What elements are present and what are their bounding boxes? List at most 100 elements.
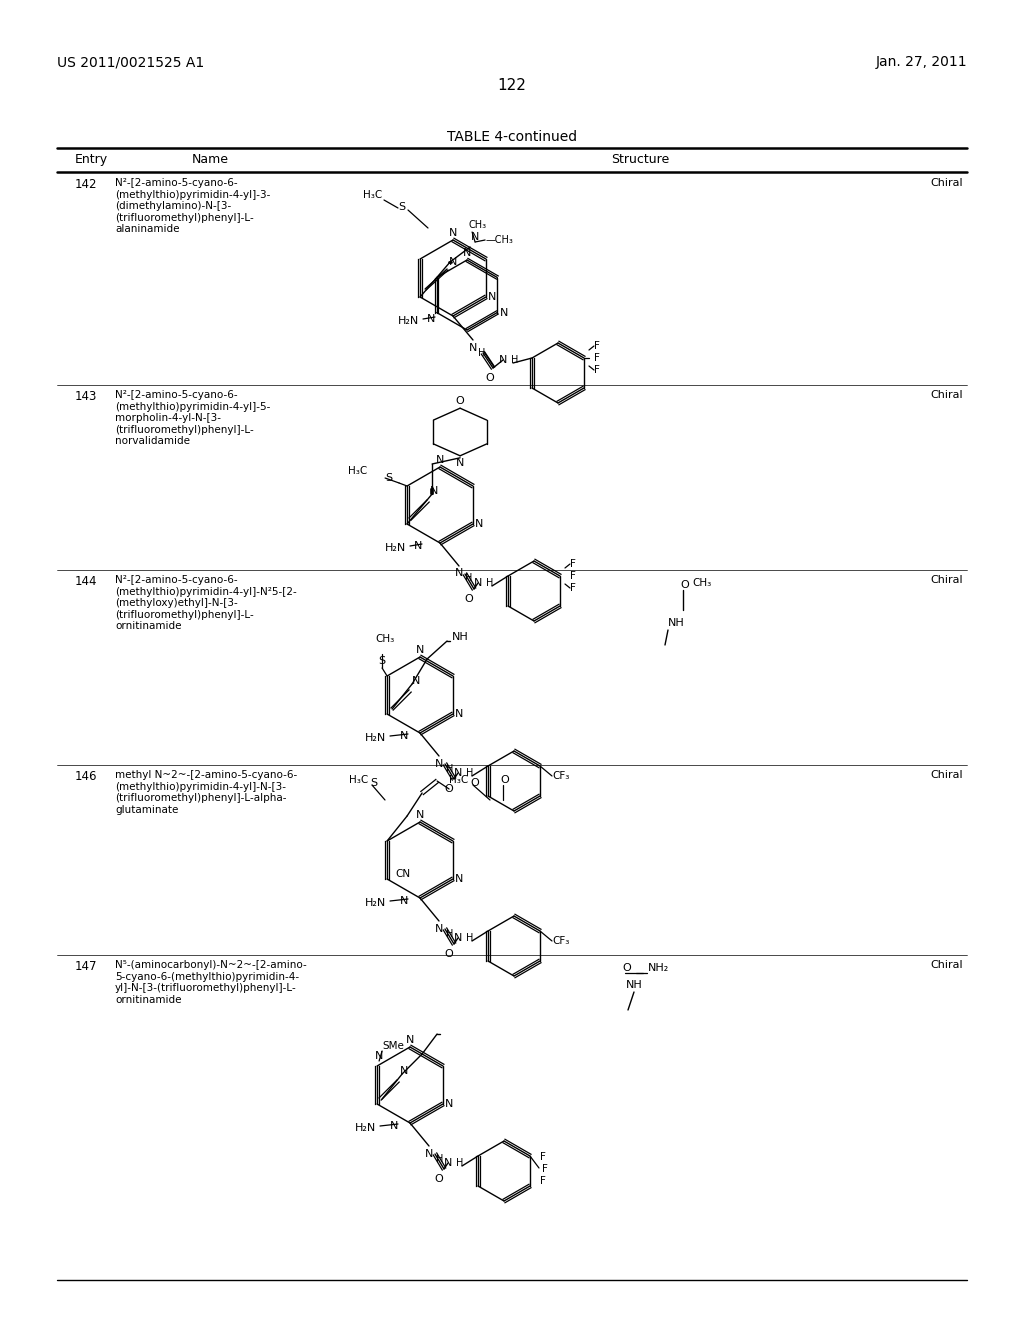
Text: N: N [444,1100,454,1109]
Text: O: O [444,949,454,960]
Text: 144: 144 [75,576,97,587]
Text: Chiral: Chiral [930,178,963,187]
Text: N: N [425,1148,433,1159]
Text: N: N [487,292,497,302]
Text: O: O [500,775,509,785]
Text: N: N [416,810,424,820]
Text: 142: 142 [75,178,97,191]
Text: N: N [455,874,463,884]
Text: F: F [594,352,600,363]
Text: H: H [446,764,454,774]
Text: H₃C: H₃C [349,775,368,785]
Text: N: N [375,1051,383,1061]
Text: —CH₃: —CH₃ [485,235,513,246]
Text: F: F [540,1152,546,1162]
Text: Structure: Structure [611,153,669,166]
Text: S: S [370,777,377,788]
Text: N: N [456,458,464,467]
Text: NH: NH [668,618,685,628]
Text: F: F [570,572,575,581]
Text: H₂N: H₂N [365,733,386,743]
Text: N: N [443,1158,453,1168]
Text: S: S [398,202,406,213]
Text: 147: 147 [75,960,97,973]
Text: 122: 122 [498,78,526,92]
Text: CH₃: CH₃ [376,634,394,644]
Text: N: N [463,248,471,257]
Text: N: N [474,578,482,587]
Text: H: H [511,355,518,366]
Text: F: F [594,366,600,375]
Text: CH₃: CH₃ [468,220,486,230]
Text: H₃C: H₃C [449,775,468,785]
Text: N: N [501,308,509,318]
Text: H: H [456,1158,464,1168]
Text: N: N [475,519,483,529]
Text: N²-[2-amino-5-cyano-6-
(methylthio)pyrimidin-4-yl]-5-
morpholin-4-yl-N-[3-
(trif: N²-[2-amino-5-cyano-6- (methylthio)pyrim… [115,389,270,446]
Text: N⁵-(aminocarbonyl)-N~2~-[2-amino-
5-cyano-6-(methylthio)pyrimidin-4-
yl]-N-[3-(t: N⁵-(aminocarbonyl)-N~2~-[2-amino- 5-cyan… [115,960,307,1005]
Text: Entry: Entry [75,153,109,166]
Text: H₂N: H₂N [398,315,419,326]
Text: N: N [449,228,457,238]
Text: N: N [499,355,507,366]
Text: Chiral: Chiral [930,389,963,400]
Text: F: F [540,1176,546,1185]
Text: H: H [436,1154,443,1164]
Text: CF₃: CF₃ [552,936,569,946]
Text: N: N [399,896,408,906]
Text: O: O [434,1173,443,1184]
Text: US 2011/0021525 A1: US 2011/0021525 A1 [57,55,204,69]
Text: CH₃: CH₃ [692,578,712,587]
Text: CF₃: CF₃ [552,771,569,781]
Text: H₂N: H₂N [355,1123,376,1133]
Text: H₃C: H₃C [348,466,367,477]
Text: CN: CN [395,869,411,879]
Text: 146: 146 [75,770,97,783]
Text: H₂N: H₂N [365,898,386,908]
Text: O: O [622,964,631,973]
Text: Chiral: Chiral [930,960,963,970]
Text: Jan. 27, 2011: Jan. 27, 2011 [876,55,967,69]
Text: N: N [414,541,422,550]
Text: N: N [399,731,408,741]
Text: S: S [385,473,392,483]
Text: F: F [570,558,575,569]
Text: N: N [416,645,424,655]
Text: Chiral: Chiral [930,576,963,585]
Text: O: O [680,579,689,590]
Text: F: F [542,1164,548,1173]
Text: Chiral: Chiral [930,770,963,780]
Text: N: N [469,343,477,352]
Text: N: N [454,768,462,777]
Text: H: H [466,933,473,942]
Text: NH: NH [626,979,642,990]
Text: N: N [406,1035,414,1045]
Text: N²-[2-amino-5-cyano-6-
(methylthio)pyrimidin-4-yl]-N²5-[2-
(methyloxy)ethyl]-N-[: N²-[2-amino-5-cyano-6- (methylthio)pyrim… [115,576,297,631]
Text: NH₂: NH₂ [648,964,670,973]
Text: N: N [471,232,479,242]
Text: N: N [450,257,458,267]
Text: S: S [379,656,386,667]
Text: O: O [465,594,473,605]
Text: 143: 143 [75,389,97,403]
Text: F: F [594,341,600,351]
Text: F: F [570,583,575,593]
Text: N: N [435,924,443,935]
Text: SMe: SMe [382,1041,403,1051]
Text: H: H [466,768,473,777]
Text: N: N [435,759,443,770]
Text: TABLE 4-continued: TABLE 4-continued [446,129,578,144]
Text: N²-[2-amino-5-cyano-6-
(methylthio)pyrimidin-4-yl]-3-
(dimethylamino)-N-[3-
(tri: N²-[2-amino-5-cyano-6- (methylthio)pyrim… [115,178,270,235]
Text: H: H [486,578,494,587]
Text: O: O [444,784,454,795]
Text: N: N [455,709,463,719]
Text: H₃C: H₃C [362,190,382,201]
Text: methyl N~2~-[2-amino-5-cyano-6-
(methylthio)pyrimidin-4-yl]-N-[3-
(trifluorometh: methyl N~2~-[2-amino-5-cyano-6- (methylt… [115,770,297,814]
Text: N: N [455,568,463,578]
Text: O: O [485,374,495,383]
Text: H: H [478,348,485,358]
Text: N: N [389,1121,398,1131]
Text: H: H [465,573,472,583]
Text: N: N [400,1067,409,1076]
Text: H: H [446,929,454,939]
